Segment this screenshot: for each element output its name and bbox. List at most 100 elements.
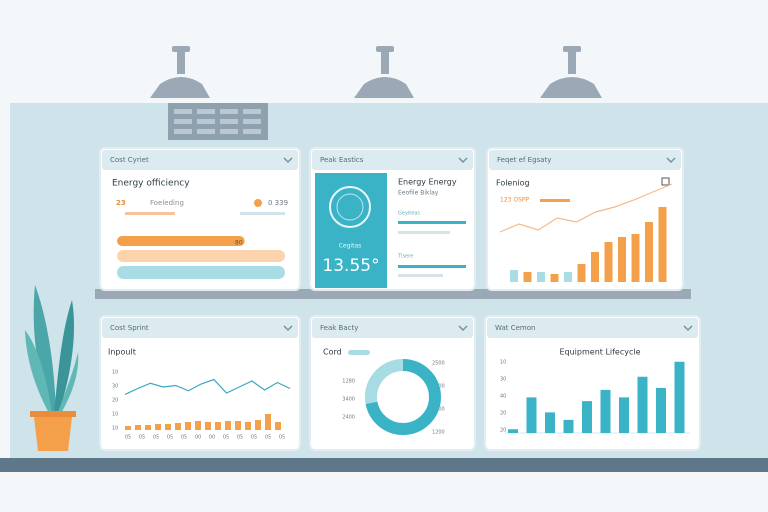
panel-header-text: Cost Sprint xyxy=(110,324,149,332)
bar xyxy=(523,272,532,282)
bar xyxy=(185,422,191,430)
x-tick-label: 05 xyxy=(265,435,271,441)
y-tick-label: 30 xyxy=(500,377,506,383)
y-tick-label: 20 xyxy=(500,428,506,434)
x-tick-label: 05 xyxy=(181,435,187,441)
panel-title: Cord xyxy=(323,348,342,357)
bar xyxy=(165,424,171,430)
bar xyxy=(245,422,251,430)
donut-label: 1280 xyxy=(342,379,355,385)
panel-header-text: Feqet ef Egsaty xyxy=(497,156,551,164)
lamps xyxy=(150,46,602,98)
bar-label: 80 xyxy=(235,240,243,247)
y-tick-label: 10 xyxy=(500,360,506,366)
bar xyxy=(215,422,221,430)
x-tick-label: 05 xyxy=(237,435,243,441)
stat-label: Foeleding xyxy=(150,199,184,207)
bar xyxy=(604,242,613,282)
icon xyxy=(661,177,670,186)
bar xyxy=(125,426,131,430)
x-tick-label: 05 xyxy=(251,435,257,441)
x-tick-label: 00 xyxy=(209,435,215,441)
caption: Tlsere xyxy=(397,254,413,260)
panel-header-text: Feak Bacty xyxy=(320,324,358,332)
bar xyxy=(510,270,518,282)
bar xyxy=(618,237,626,282)
text-line xyxy=(398,265,466,268)
y-tick-label: 10 xyxy=(112,370,118,376)
caption: Geyiteas xyxy=(398,211,420,217)
bar xyxy=(591,252,599,282)
panel-title: Energy officiency xyxy=(112,179,190,189)
bar xyxy=(658,207,667,282)
gauge-ring xyxy=(329,186,371,228)
x-tick-label: 05 xyxy=(153,435,159,441)
bar xyxy=(175,423,181,430)
y-tick-label: 20 xyxy=(500,411,506,417)
panel-header xyxy=(312,150,473,170)
progress-bar xyxy=(117,266,285,279)
text-line xyxy=(240,212,285,215)
gauge-card xyxy=(315,173,387,288)
panels: Cost Cyriet Peak Eastics Feqet ef Egsaty Co… xyxy=(99,147,701,451)
line xyxy=(124,378,291,396)
panel-title: Foleniog xyxy=(496,179,530,188)
bar xyxy=(600,389,611,433)
stat: 123 OSPP xyxy=(500,197,530,204)
bar xyxy=(645,222,653,282)
panel-title: Energy Energy xyxy=(398,178,457,187)
panel-header xyxy=(487,318,698,338)
subtitle: Eeofile Biklay xyxy=(398,190,439,197)
plant xyxy=(25,285,79,451)
y-tick-label: 10 xyxy=(112,426,118,432)
bar xyxy=(537,272,545,282)
legend-pill xyxy=(348,350,370,355)
panel-header-text: Cost Cyriet xyxy=(110,156,149,164)
x-tick-label: 05 xyxy=(139,435,145,441)
bar xyxy=(265,414,271,430)
progress-bar xyxy=(117,250,285,262)
text-line xyxy=(125,212,175,215)
donut-label: 2500 xyxy=(432,361,445,367)
panel xyxy=(99,315,301,451)
panel-header xyxy=(102,150,298,170)
bar xyxy=(656,388,666,433)
text-line xyxy=(398,274,443,277)
panel-header xyxy=(102,318,298,338)
panel-header xyxy=(489,150,681,170)
chevron xyxy=(283,157,293,164)
bar xyxy=(577,264,586,282)
bar xyxy=(145,425,151,430)
x-tick-label: 05 xyxy=(125,435,131,441)
bar xyxy=(637,376,648,433)
bar xyxy=(205,422,211,430)
y-tick-label: 30 xyxy=(112,384,118,390)
panel-header-text: Wat Cemon xyxy=(495,324,535,332)
gauge-ring xyxy=(336,193,364,221)
chevron xyxy=(666,157,676,164)
bar xyxy=(545,412,555,433)
stat: 23 xyxy=(116,199,126,207)
bar xyxy=(674,361,685,433)
bar xyxy=(275,422,281,430)
text-line xyxy=(540,199,570,202)
x-tick-label: 05 xyxy=(279,435,285,441)
x-tick-label: 05 xyxy=(223,435,229,441)
chevron xyxy=(458,325,468,332)
line xyxy=(499,183,673,233)
panel-header-text: Peak Eastics xyxy=(320,156,364,164)
stat: 0 339 xyxy=(268,199,288,207)
chevron xyxy=(683,325,693,332)
bar xyxy=(195,421,201,430)
chevron xyxy=(283,325,293,332)
bar xyxy=(135,425,141,430)
x-tick-label: 00 xyxy=(195,435,201,441)
bar xyxy=(225,421,231,430)
floor xyxy=(0,458,768,472)
chevron xyxy=(458,157,468,164)
gauge-label: Cegitas xyxy=(339,243,362,250)
donut-label: 1200 xyxy=(432,430,445,436)
y-tick-label: 10 xyxy=(112,412,118,418)
